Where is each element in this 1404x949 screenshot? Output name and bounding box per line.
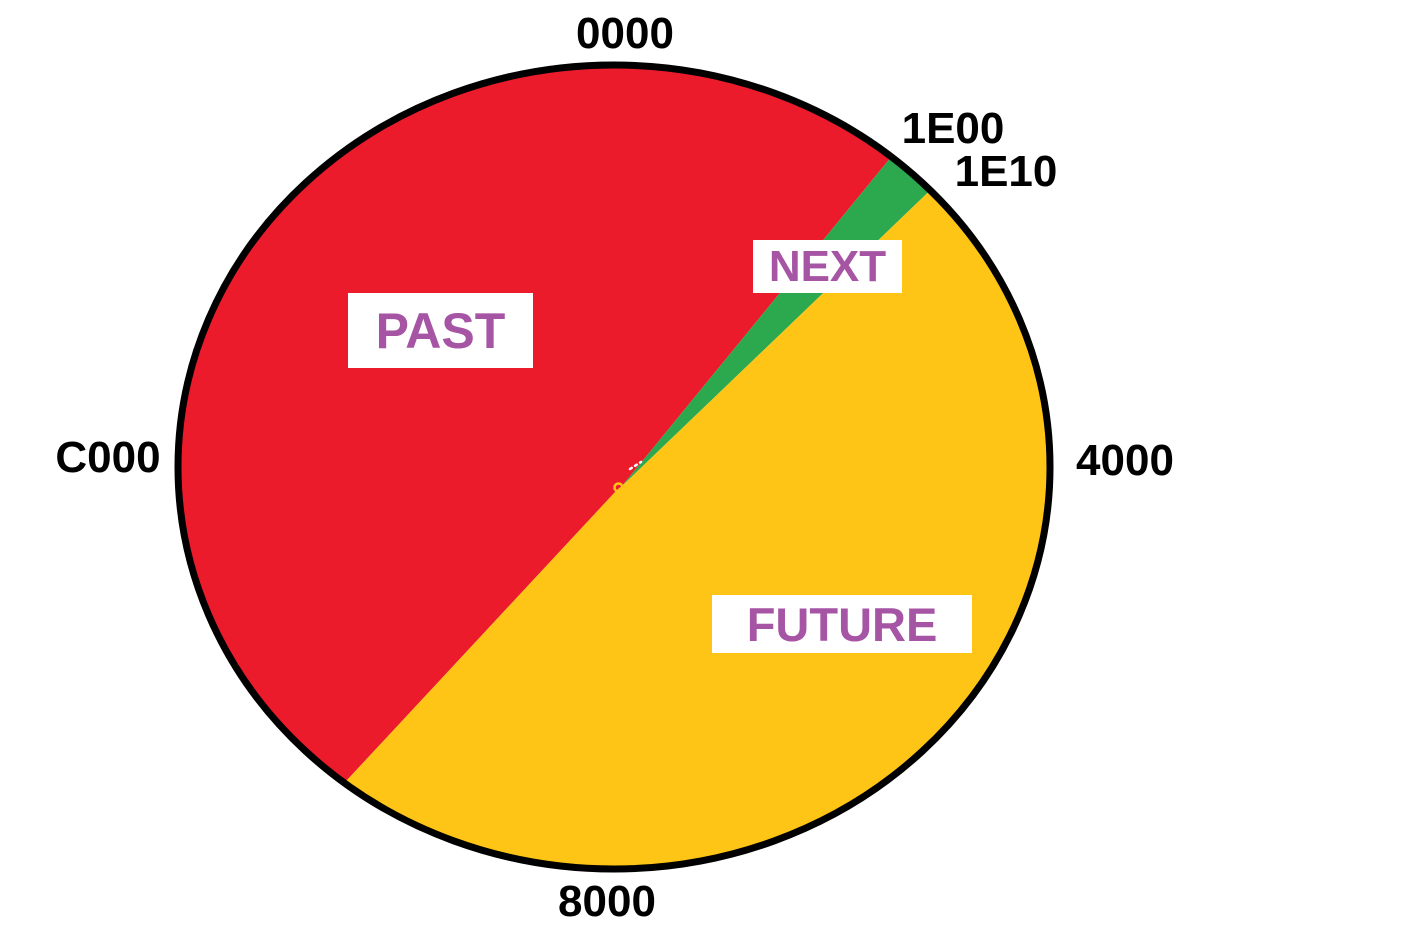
wheel-outline <box>174 61 1054 873</box>
region-label-past: PAST <box>348 293 533 368</box>
sector-next <box>622 156 931 487</box>
region-label-future: FUTURE <box>712 595 972 653</box>
sector-future <box>344 190 1050 869</box>
tick-label-c000: C000 <box>55 433 161 482</box>
pen-curl-artifact <box>613 482 624 493</box>
region-label-next: NEXT <box>753 240 902 293</box>
tick-label-1e10: 1E10 <box>954 147 1058 196</box>
white-dash-artifact <box>628 460 643 471</box>
tick-label-4000: 4000 <box>1076 436 1174 485</box>
tick-label-1e00: 1E00 <box>901 104 1005 153</box>
sector-past <box>176 64 892 783</box>
tick-label-8000: 8000 <box>558 877 656 926</box>
tick-label-0000: 0000 <box>576 9 674 58</box>
